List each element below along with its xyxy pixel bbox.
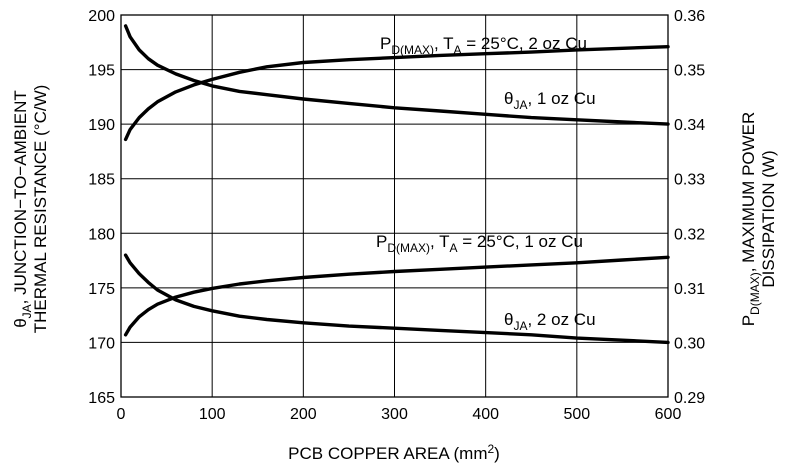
left-axis-label-line1: θJA, JUNCTION−TO−AMBIENT	[11, 90, 34, 328]
left-tick-label: 175	[88, 281, 115, 298]
x-tick-label: 200	[290, 406, 317, 423]
left-tick-label: 190	[88, 117, 115, 134]
left-tick-label: 195	[88, 63, 115, 80]
left-tick-label: 200	[88, 8, 115, 25]
right-tick-label: 0.29	[674, 390, 705, 407]
x-tick-label: 600	[655, 406, 682, 423]
series-label-pd-2oz: PD(MAX), TA = 25°C, 2 oz Cu	[380, 34, 587, 57]
x-axis-label: PCB COPPER AREA (mm2)	[288, 442, 500, 463]
curve-pd-2oz	[123, 45, 670, 142]
left-tick-label: 170	[88, 335, 115, 352]
right-tick-label: 0.35	[674, 63, 705, 80]
x-tick-label: 100	[199, 406, 226, 423]
right-tick-label: 0.36	[674, 8, 705, 25]
right-axis-label-line1: PD(MAX), MAXIMUM POWER	[739, 112, 762, 327]
left-tick-label: 165	[88, 390, 115, 407]
right-tick-label: 0.33	[674, 172, 705, 189]
curve-theta-2oz	[123, 253, 670, 345]
right-tick-label: 0.34	[674, 117, 705, 134]
series-label-theta-2oz: θJA, 2 oz Cu	[504, 310, 596, 333]
series-label-theta-1oz: θJA, 1 oz Cu	[504, 89, 596, 112]
right-tick-labels: 0.29 0.30 0.31 0.32 0.33 0.34 0.35 0.36	[674, 8, 705, 407]
x-tick-label: 0	[117, 406, 126, 423]
curve-pd-1oz	[123, 255, 670, 337]
x-tick-label: 500	[563, 406, 590, 423]
left-tick-label: 185	[88, 172, 115, 189]
left-tick-label: 180	[88, 226, 115, 243]
curves	[123, 24, 670, 345]
right-axis-label-line2: DISSIPATION (W)	[759, 150, 778, 287]
right-tick-label: 0.30	[674, 335, 705, 352]
left-axis-label-line2: THERMAL RESISTANCE (°C/W)	[31, 85, 50, 334]
x-tick-label: 300	[381, 406, 408, 423]
series-label-pd-1oz: PD(MAX), TA = 25°C, 1 oz Cu	[376, 232, 583, 255]
x-tick-label: 400	[472, 406, 499, 423]
right-tick-label: 0.32	[674, 226, 705, 243]
curve-theta-1oz	[123, 24, 670, 126]
x-tick-labels: 0 100 200 300 400 500 600	[117, 406, 682, 423]
left-tick-labels: 165 170 175 180 185 190 195 200	[88, 8, 115, 407]
right-tick-label: 0.31	[674, 281, 705, 298]
